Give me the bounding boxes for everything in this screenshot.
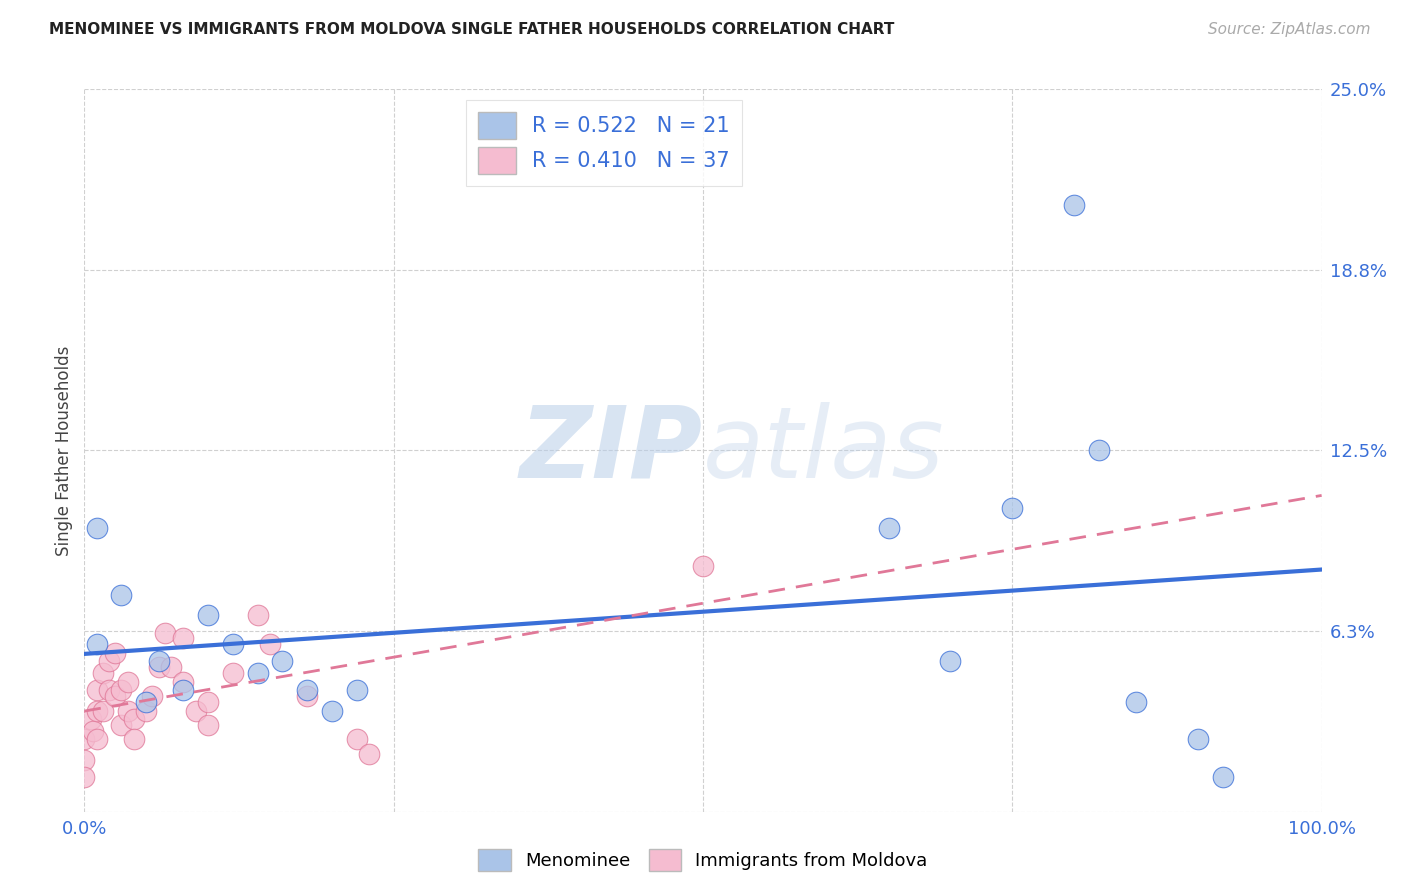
Point <box>172 683 194 698</box>
Point <box>98 655 121 669</box>
Point <box>86 683 108 698</box>
Point <box>222 637 245 651</box>
Point <box>246 665 269 680</box>
Point <box>357 747 380 761</box>
Point <box>197 608 219 623</box>
Point <box>148 655 170 669</box>
Point <box>148 660 170 674</box>
Point <box>271 655 294 669</box>
Point <box>346 683 368 698</box>
Point <box>321 704 343 718</box>
Point <box>122 732 145 747</box>
Point <box>1212 770 1234 784</box>
Text: atlas: atlas <box>703 402 945 499</box>
Point <box>160 660 183 674</box>
Text: MENOMINEE VS IMMIGRANTS FROM MOLDOVA SINGLE FATHER HOUSEHOLDS CORRELATION CHART: MENOMINEE VS IMMIGRANTS FROM MOLDOVA SIN… <box>49 22 894 37</box>
Point <box>86 704 108 718</box>
Y-axis label: Single Father Households: Single Father Households <box>55 345 73 556</box>
Point <box>91 665 114 680</box>
Point <box>246 608 269 623</box>
Legend: Menominee, Immigrants from Moldova: Menominee, Immigrants from Moldova <box>471 842 935 879</box>
Point <box>104 689 127 703</box>
Point <box>86 521 108 535</box>
Point <box>877 521 900 535</box>
Point <box>141 689 163 703</box>
Point <box>73 732 96 747</box>
Point <box>110 683 132 698</box>
Point <box>91 704 114 718</box>
Point <box>1187 732 1209 747</box>
Point <box>122 712 145 726</box>
Point <box>1063 198 1085 212</box>
Point <box>295 689 318 703</box>
Point <box>117 674 139 689</box>
Point <box>153 625 176 640</box>
Point <box>79 712 101 726</box>
Point <box>172 632 194 646</box>
Point <box>1088 443 1111 458</box>
Point <box>172 674 194 689</box>
Point <box>104 646 127 660</box>
Point <box>1125 695 1147 709</box>
Point <box>259 637 281 651</box>
Point <box>197 695 219 709</box>
Point <box>86 732 108 747</box>
Point <box>110 718 132 732</box>
Point <box>135 695 157 709</box>
Point <box>98 683 121 698</box>
Point <box>346 732 368 747</box>
Point <box>222 665 245 680</box>
Point <box>295 683 318 698</box>
Point <box>939 655 962 669</box>
Point <box>82 723 104 738</box>
Point <box>1001 501 1024 516</box>
Point <box>135 704 157 718</box>
Point <box>184 704 207 718</box>
Point <box>86 637 108 651</box>
Point <box>73 770 96 784</box>
Legend: R = 0.522   N = 21, R = 0.410   N = 37: R = 0.522 N = 21, R = 0.410 N = 37 <box>465 100 742 186</box>
Point <box>692 559 714 574</box>
Text: Source: ZipAtlas.com: Source: ZipAtlas.com <box>1208 22 1371 37</box>
Point <box>73 753 96 767</box>
Text: ZIP: ZIP <box>520 402 703 499</box>
Point <box>110 588 132 602</box>
Point <box>197 718 219 732</box>
Point <box>117 704 139 718</box>
